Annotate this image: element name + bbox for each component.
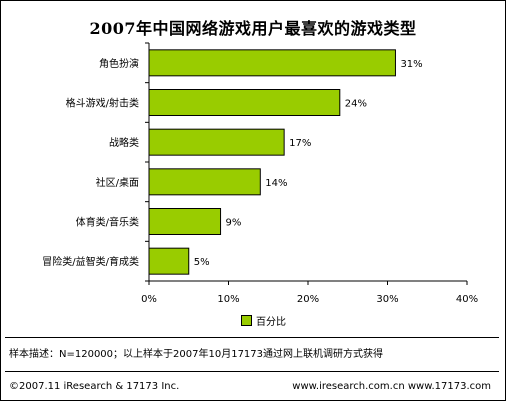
legend: 百分比 [241, 313, 286, 328]
bar [148, 168, 261, 196]
sample-note: 样本描述：N=120000；以上样本于2007年10月17173通过网上联机调研… [9, 349, 384, 360]
value-label: 31% [400, 59, 422, 70]
x-tick-label: 20% [297, 294, 319, 305]
category-label: 格斗游戏/射击类 [66, 97, 139, 110]
divider-bottom [5, 371, 499, 372]
bar [148, 208, 222, 235]
value-label: 5% [194, 257, 210, 268]
category-label: 冒险类/益智类/育成类 [42, 255, 139, 268]
x-tick-label: 0% [141, 294, 157, 305]
value-label: 14% [265, 178, 287, 189]
category-label: 社区/桌面 [96, 176, 139, 189]
legend-label: 百分比 [256, 317, 286, 328]
x-tick-label: 40% [456, 294, 478, 305]
category-label: 角色扮演 [99, 57, 139, 70]
footer-copyright: ©2007.11 iResearch & 17173 Inc. [9, 381, 180, 392]
bar [148, 89, 341, 116]
bar [148, 49, 396, 77]
bar [148, 247, 190, 275]
bar-chart: 0% 10% 20% 30% 40% 角色扮演 31% 格斗游戏/射击类 24% 战略类 17% 社区… [42, 42, 478, 305]
category-label: 战略类 [109, 136, 139, 149]
category-label: 体育类/音乐类 [76, 216, 139, 229]
chart-title: 2007年中国网络游戏用户最喜欢的游戏类型 [89, 19, 417, 38]
value-label: 17% [289, 138, 311, 149]
legend-swatch [241, 315, 252, 326]
bar [148, 128, 285, 156]
x-tick-label: 10% [217, 294, 239, 305]
footer-sites: www.iresearch.com.cn www.17173.com [292, 381, 491, 392]
x-tick-label: 30% [376, 294, 398, 305]
value-label: 24% [345, 99, 367, 110]
divider-top [5, 337, 499, 338]
value-label: 9% [226, 218, 242, 229]
